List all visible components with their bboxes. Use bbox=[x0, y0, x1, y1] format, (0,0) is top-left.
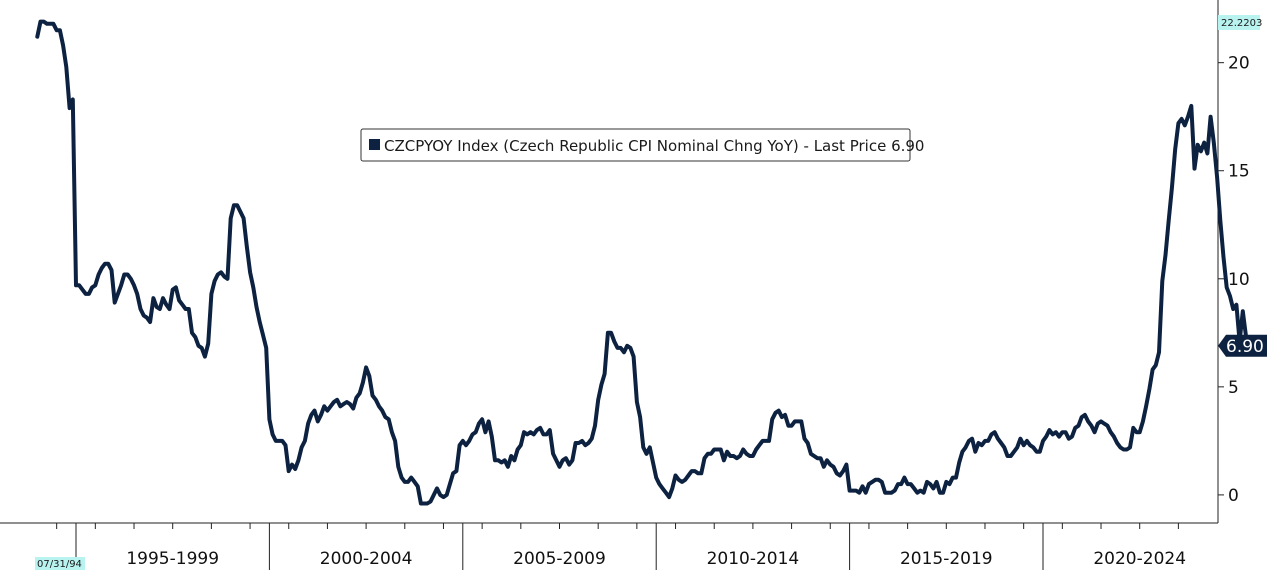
last-price-tag: 6.90 bbox=[1218, 334, 1267, 357]
period-label: 2015-2019 bbox=[900, 549, 993, 569]
series-line-czcpyoy bbox=[35, 19, 1252, 506]
axes bbox=[0, 0, 1219, 524]
legend-box bbox=[360, 128, 911, 162]
y-ticks bbox=[1218, 62, 1224, 496]
y-tick-label: 10 bbox=[1228, 270, 1250, 290]
legend: CZCPYOY Index (Czech Republic CPI Nomina… bbox=[360, 128, 924, 162]
month-ticks bbox=[56, 523, 1179, 529]
y-tick-label: 0 bbox=[1228, 486, 1239, 506]
max-value-tag-text: 22.2203 bbox=[1221, 18, 1262, 29]
start-date-tag: 07/31/94 bbox=[35, 557, 85, 570]
period-label: 2005-2009 bbox=[513, 549, 606, 569]
max-value-tag: 22.2203 bbox=[1218, 15, 1262, 30]
last-price-tag-bg bbox=[1218, 334, 1267, 357]
period-dividers bbox=[75, 523, 1044, 570]
period-label: 2020-2024 bbox=[1093, 549, 1186, 569]
x-axis-period-labels: 1995-1999 2000-2004 2005-2009 2010-2014 2015… bbox=[126, 549, 1186, 569]
y-tick-label: 15 bbox=[1228, 162, 1250, 182]
legend-swatch bbox=[369, 139, 380, 150]
max-value-tag-bg bbox=[1218, 15, 1260, 30]
y-tick-label: 5 bbox=[1228, 378, 1239, 398]
y-axis-tick-labels: 0 5 10 15 20 bbox=[1228, 54, 1250, 506]
start-date-tag-text: 07/31/94 bbox=[37, 559, 82, 570]
legend-text: CZCPYOY Index (Czech Republic CPI Nomina… bbox=[384, 137, 924, 155]
period-label: 2010-2014 bbox=[707, 549, 800, 569]
last-price-tag-text: 6.90 bbox=[1226, 337, 1264, 357]
start-date-tag-bg bbox=[35, 557, 85, 570]
period-label: 1995-1999 bbox=[126, 549, 219, 569]
period-label: 2000-2004 bbox=[320, 549, 413, 569]
y-tick-label: 20 bbox=[1228, 54, 1250, 74]
